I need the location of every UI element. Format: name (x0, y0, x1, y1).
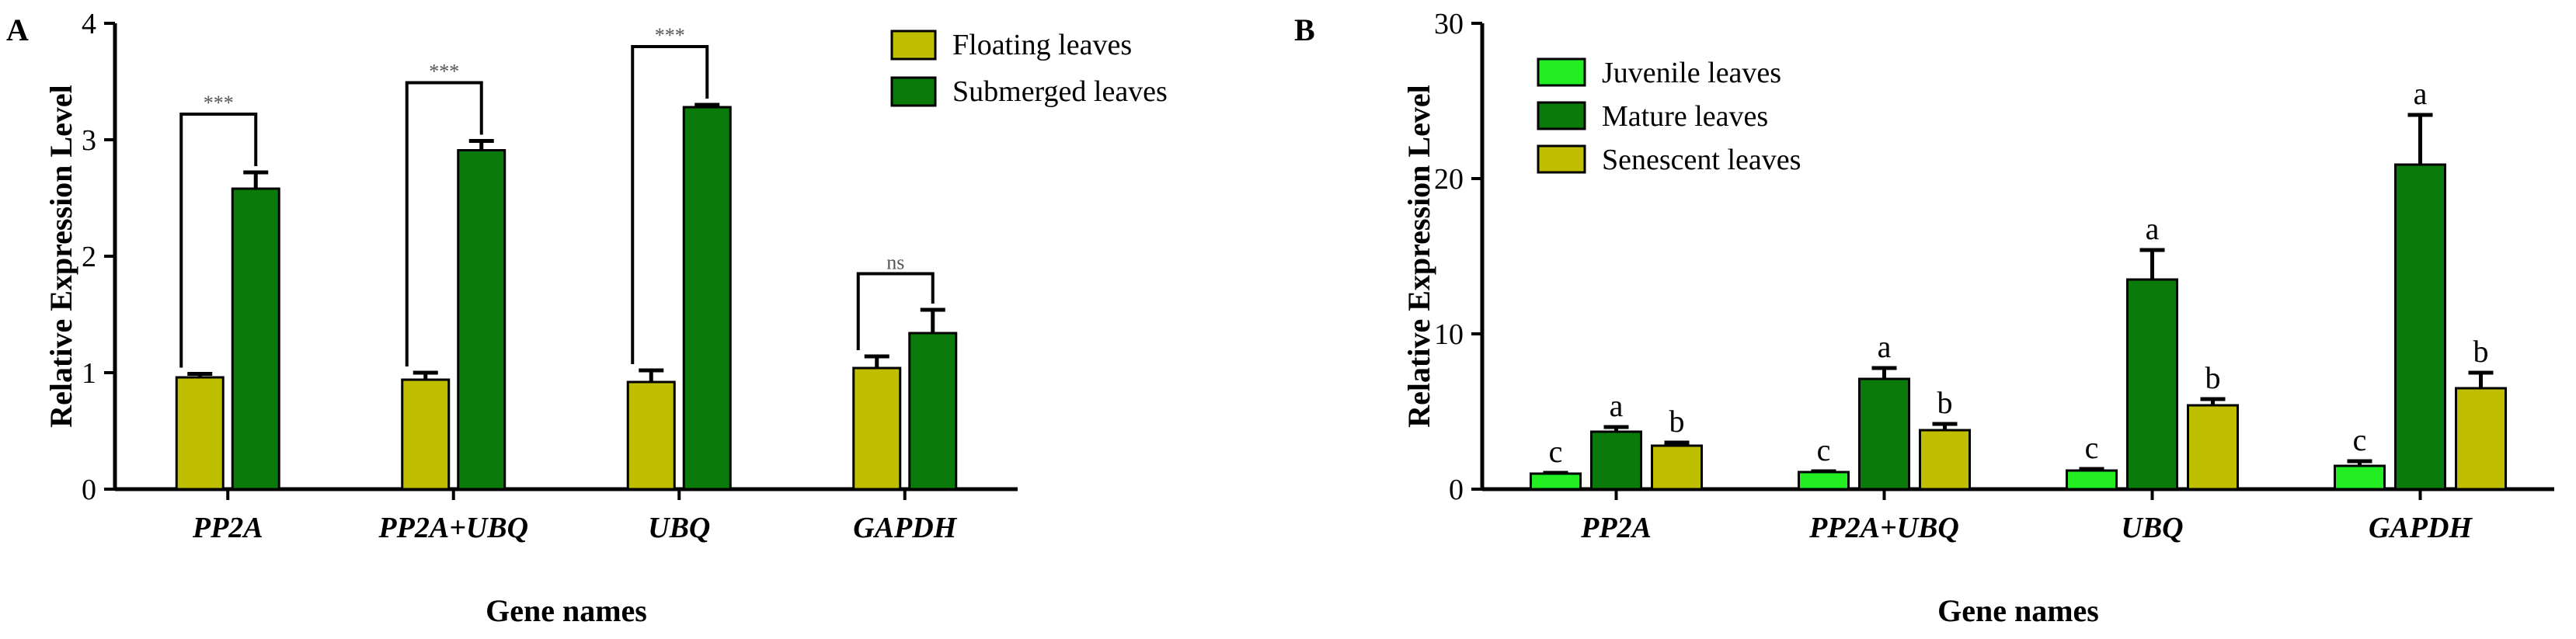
bar-mature-leaves-ubq (2126, 278, 2178, 491)
legend-label-mature: Mature leaves (1602, 100, 1768, 133)
x-tick-label-pp2a-ubq: PP2A+UBQ (1808, 512, 1959, 544)
significance-letter-mature-leaves-gapdh: a (2414, 76, 2428, 111)
bar-mature-leaves-gapdh (2394, 163, 2446, 491)
x-tick-label-gapdh: GAPDH (853, 512, 957, 544)
bar-mature-leaves-pp2a (1590, 430, 1642, 491)
significance-letter-senescent-leaves-pp2a-ubq: b (1937, 385, 1953, 420)
bar-submerged-leaves-pp2a-ubq (457, 149, 506, 491)
chart-b-y-axis-title: Relative Expression Level (1401, 85, 1436, 427)
chart-b-x-axis-title: Gene names (1937, 593, 2099, 628)
bar-juvenile-leaves-gapdh (2334, 464, 2386, 491)
significance-label-pp2a-ubq: *** (429, 61, 459, 83)
legend-swatch-juvenile (1537, 57, 1586, 87)
bar-submerged-leaves-gapdh (908, 332, 958, 491)
significance-letter-senescent-leaves-pp2a: b (1669, 404, 1685, 439)
bar-senescent-leaves-gapdh (2455, 387, 2507, 491)
y-tick-label-1: 10 (1434, 318, 1464, 351)
significance-label-gapdh: ns (886, 252, 904, 274)
bar-juvenile-leaves-pp2a (1530, 472, 1582, 491)
bar-senescent-leaves-ubq (2187, 404, 2239, 491)
significance-letter-mature-leaves-pp2a-ubq: a (1878, 329, 1892, 364)
bar-senescent-leaves-pp2a (1651, 444, 1703, 491)
x-tick-label-pp2a: PP2A (1580, 512, 1652, 544)
legend-label-floating: Floating leaves (952, 29, 1132, 61)
x-tick-label-ubq: UBQ (2121, 512, 2183, 544)
bar-juvenile-leaves-ubq (2066, 469, 2118, 491)
chart-a-legend: Floating leaves Submerged leaves (890, 29, 1168, 108)
chart-b-svg: B Relative Expression Level Gene names J… (1294, 8, 2554, 628)
significance-letter-mature-leaves-pp2a: a (1610, 388, 1624, 423)
chart-a-y-axis-title: Relative Expression Level (44, 85, 78, 427)
legend-swatch-submerged (890, 76, 937, 107)
legend-swatch-mature (1537, 101, 1586, 130)
significance-label-pp2a: *** (204, 92, 234, 114)
bar-submerged-leaves-pp2a (231, 187, 280, 491)
significance-letter-senescent-leaves-gapdh: b (2473, 334, 2489, 369)
y-tick-label-0: 0 (82, 474, 96, 506)
significance-bracket-gapdh (856, 272, 935, 350)
y-tick-label-2: 20 (1434, 163, 1464, 196)
significance-letter-juvenile-leaves-gapdh: c (2353, 422, 2367, 457)
significance-label-ubq: *** (655, 24, 685, 47)
legend-swatch-floating (890, 30, 937, 61)
bar-floating-leaves-ubq (626, 380, 676, 491)
panel-a-letter: A (6, 12, 29, 47)
y-tick-label-4: 4 (82, 8, 96, 40)
y-tick-label-1: 1 (82, 357, 96, 390)
significance-bracket-pp2a (179, 113, 258, 368)
bar-floating-leaves-pp2a (175, 376, 225, 491)
chart-a-svg: A Relative Expression Level Gene names F… (6, 8, 1168, 628)
significance-letter-juvenile-leaves-pp2a-ubq: c (1817, 432, 1831, 467)
bar-submerged-leaves-ubq (682, 106, 732, 491)
y-tick-label-3: 30 (1434, 8, 1464, 40)
significance-bracket-ubq (631, 45, 709, 364)
legend-swatch-senescent (1537, 144, 1586, 174)
significance-letter-senescent-leaves-ubq: b (2205, 360, 2221, 395)
bar-floating-leaves-gapdh (852, 366, 902, 491)
bar-juvenile-leaves-pp2a-ubq (1798, 471, 1850, 491)
x-tick-label-pp2a-ubq: PP2A+UBQ (378, 512, 528, 544)
significance-letter-mature-leaves-ubq: a (2146, 211, 2160, 246)
legend-label-senescent: Senescent leaves (1602, 144, 1801, 176)
y-tick-label-2: 2 (82, 241, 96, 273)
panel-b: B Relative Expression Level Gene names J… (1288, 0, 2576, 635)
bar-mature-leaves-pp2a-ubq (1858, 377, 1910, 491)
y-tick-label-3: 3 (82, 124, 96, 157)
bar-senescent-leaves-pp2a-ubq (1919, 429, 1971, 491)
significance-letter-juvenile-leaves-pp2a: c (1549, 434, 1563, 469)
x-tick-label-ubq: UBQ (648, 512, 710, 544)
significance-letter-juvenile-leaves-ubq: c (2085, 430, 2099, 465)
legend-label-juvenile: Juvenile leaves (1602, 57, 1781, 89)
panel-a: A Relative Expression Level Gene names F… (0, 0, 1288, 635)
legend-label-submerged: Submerged leaves (952, 75, 1168, 108)
chart-a-x-axis-title: Gene names (486, 593, 647, 628)
panel-b-letter: B (1294, 12, 1315, 47)
x-tick-label-pp2a: PP2A (192, 512, 263, 544)
y-tick-label-0: 0 (1449, 474, 1464, 506)
bar-floating-leaves-pp2a-ubq (401, 378, 451, 491)
chart-b-legend: Juvenile leaves Mature leaves Senescent … (1537, 57, 1801, 176)
x-tick-label-gapdh: GAPDH (2369, 512, 2473, 544)
significance-bracket-pp2a-ubq (405, 81, 483, 366)
